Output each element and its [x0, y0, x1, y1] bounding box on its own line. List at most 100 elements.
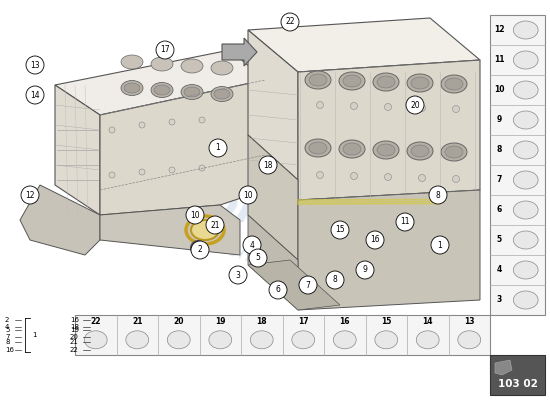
Circle shape — [209, 139, 227, 157]
Polygon shape — [248, 135, 298, 260]
Ellipse shape — [154, 85, 170, 95]
Polygon shape — [495, 360, 512, 375]
Polygon shape — [222, 38, 257, 66]
Text: 9: 9 — [496, 116, 502, 124]
Ellipse shape — [513, 261, 538, 279]
Circle shape — [243, 236, 261, 254]
Ellipse shape — [167, 331, 190, 349]
Text: 9: 9 — [362, 266, 367, 274]
Text: 8: 8 — [496, 146, 502, 154]
Ellipse shape — [184, 87, 200, 97]
Text: 21: 21 — [70, 339, 79, 345]
Text: euroParts: euroParts — [123, 152, 367, 268]
Ellipse shape — [211, 86, 233, 102]
Circle shape — [419, 104, 426, 112]
Text: 22: 22 — [91, 318, 101, 326]
Text: 14: 14 — [30, 90, 40, 100]
Circle shape — [453, 176, 459, 182]
Circle shape — [139, 169, 145, 175]
Bar — [75, 315, 490, 355]
Text: 12: 12 — [25, 190, 35, 200]
Ellipse shape — [124, 83, 140, 93]
Circle shape — [356, 261, 374, 279]
Text: 4: 4 — [5, 324, 9, 330]
Text: 5: 5 — [5, 327, 9, 333]
Text: 7: 7 — [5, 334, 9, 340]
Text: 6: 6 — [496, 206, 502, 214]
Polygon shape — [55, 85, 100, 215]
Text: 20: 20 — [173, 318, 184, 326]
Polygon shape — [298, 190, 480, 310]
Text: 22: 22 — [70, 347, 79, 353]
Ellipse shape — [513, 291, 538, 309]
Text: 13: 13 — [30, 60, 40, 70]
Circle shape — [21, 186, 39, 204]
Circle shape — [316, 102, 323, 108]
Text: 2: 2 — [5, 317, 9, 323]
Circle shape — [206, 216, 224, 234]
Ellipse shape — [375, 331, 398, 349]
Ellipse shape — [292, 331, 315, 349]
Text: 21: 21 — [132, 318, 142, 326]
Ellipse shape — [191, 220, 219, 240]
Text: 15: 15 — [335, 226, 345, 234]
Text: 5: 5 — [256, 254, 261, 262]
Ellipse shape — [373, 73, 399, 91]
Ellipse shape — [214, 89, 230, 99]
Circle shape — [259, 156, 277, 174]
Ellipse shape — [151, 57, 173, 71]
Text: 16: 16 — [339, 318, 350, 326]
Circle shape — [406, 96, 424, 114]
Bar — [490, 355, 545, 395]
Text: 16: 16 — [70, 317, 79, 323]
Circle shape — [199, 165, 205, 171]
Ellipse shape — [445, 146, 463, 158]
Polygon shape — [248, 215, 298, 310]
Ellipse shape — [513, 21, 538, 39]
Bar — [490, 15, 545, 315]
Ellipse shape — [513, 201, 538, 219]
Ellipse shape — [211, 61, 233, 75]
Text: 20: 20 — [70, 334, 79, 340]
Ellipse shape — [441, 143, 467, 161]
Text: 18: 18 — [263, 160, 273, 170]
Text: 8: 8 — [436, 190, 441, 200]
Ellipse shape — [407, 74, 433, 92]
Text: 4: 4 — [496, 266, 502, 274]
Text: 6: 6 — [276, 286, 280, 294]
Circle shape — [139, 122, 145, 128]
Text: 16: 16 — [370, 236, 380, 244]
Circle shape — [429, 186, 447, 204]
Ellipse shape — [84, 331, 107, 349]
Text: 14: 14 — [422, 318, 433, 326]
Text: 1: 1 — [32, 332, 36, 338]
Circle shape — [26, 86, 44, 104]
Ellipse shape — [411, 77, 429, 89]
Ellipse shape — [513, 231, 538, 249]
Circle shape — [26, 56, 44, 74]
Text: a passion for cars: a passion for cars — [160, 219, 330, 291]
Text: 10: 10 — [190, 210, 200, 220]
Circle shape — [269, 281, 287, 299]
Polygon shape — [248, 260, 340, 310]
Circle shape — [350, 102, 358, 110]
Text: 1: 1 — [216, 144, 221, 152]
Circle shape — [229, 266, 247, 284]
Ellipse shape — [373, 141, 399, 159]
Ellipse shape — [377, 144, 395, 156]
Text: 11: 11 — [494, 56, 504, 64]
Ellipse shape — [343, 75, 361, 87]
Text: 103 02: 103 02 — [498, 379, 537, 389]
Ellipse shape — [309, 74, 327, 86]
Text: 15: 15 — [381, 318, 392, 326]
Ellipse shape — [441, 75, 467, 93]
Ellipse shape — [121, 55, 143, 69]
Text: 3: 3 — [235, 270, 240, 280]
Text: 7: 7 — [306, 280, 310, 290]
Circle shape — [169, 119, 175, 125]
Ellipse shape — [343, 143, 361, 155]
Polygon shape — [248, 18, 480, 72]
Text: 20: 20 — [410, 100, 420, 110]
Ellipse shape — [458, 331, 481, 349]
Text: 21: 21 — [210, 220, 220, 230]
